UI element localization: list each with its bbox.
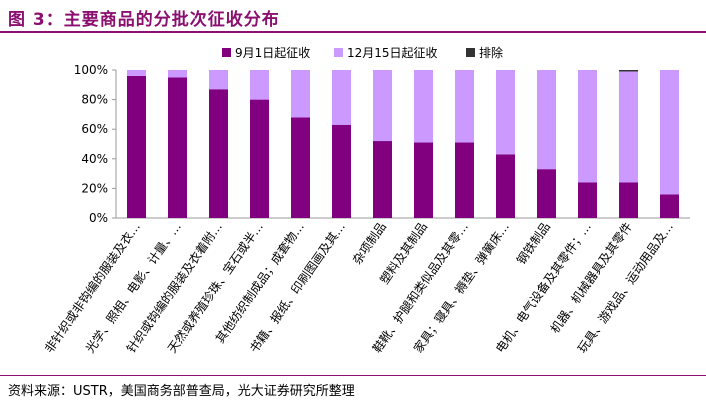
bar-segment	[537, 169, 556, 218]
bar-segment	[332, 70, 351, 125]
legend-swatch	[334, 48, 343, 57]
y-tick-label: 100%	[74, 63, 108, 77]
x-tick-label: 杂项制品	[350, 220, 389, 267]
bar-segment	[291, 117, 310, 218]
legend-swatch	[222, 48, 231, 57]
bar-segment	[168, 70, 187, 78]
bar-segment	[619, 182, 638, 218]
bar-segment	[660, 194, 679, 218]
bar-segment	[455, 70, 474, 143]
y-tick-label: 80%	[81, 93, 108, 107]
bar-segment	[168, 77, 187, 219]
x-tick-label: 机器、机械器具及其零件	[547, 219, 635, 336]
legend-label: 排除	[479, 45, 503, 60]
bar-segment	[373, 70, 392, 142]
bar-segment	[660, 70, 679, 195]
bar-segment	[127, 75, 146, 218]
bar-segment	[578, 70, 597, 183]
x-axis-labels: 非针织或非钩编的服装及衣…光学、照相、电影、计量、…针织或钩编的服装及衣着附…天…	[41, 219, 676, 355]
bar-segment	[209, 89, 228, 218]
bar-segment	[496, 70, 515, 155]
stacked-bar-chart: 9月1日起征收 12月15日起征收 排除 0% 20% 40% 60% 80% 100% 非针…	[41, 45, 690, 356]
bar-segment	[537, 70, 556, 170]
bar-segment	[250, 99, 269, 218]
bar-segment	[209, 70, 228, 90]
y-tick-label: 0%	[89, 211, 108, 225]
bar-segment	[332, 124, 351, 218]
bar-segment	[455, 142, 474, 218]
title-rule	[0, 31, 706, 33]
y-tick-label: 40%	[81, 152, 108, 166]
bar-segment	[578, 182, 597, 218]
y-tick-label: 60%	[81, 122, 108, 136]
legend-label: 12月15日起征收	[347, 46, 438, 60]
bar-segment	[414, 142, 433, 218]
bars	[127, 70, 679, 219]
legend: 9月1日起征收 12月15日起征收 排除	[222, 45, 503, 60]
source-note: 资料来源：USTR，美国商务部普查局，光大证券研究所整理	[8, 384, 355, 399]
y-tick-label: 20%	[81, 181, 108, 195]
x-tick-label: 钢铁制品	[514, 220, 553, 267]
bar-segment	[250, 70, 269, 100]
legend-label: 9月1日起征收	[235, 46, 310, 60]
bar-segment	[496, 154, 515, 218]
legend-swatch	[466, 48, 475, 57]
bar-segment	[373, 141, 392, 218]
chart-title: 图 3：主要商品的分批次征收分布	[8, 10, 280, 30]
bar-segment	[127, 70, 146, 76]
source-rule	[0, 375, 706, 376]
bar-segment	[619, 71, 638, 183]
bar-segment	[291, 70, 310, 118]
bar-segment	[414, 70, 433, 143]
bar-segment	[619, 70, 638, 72]
